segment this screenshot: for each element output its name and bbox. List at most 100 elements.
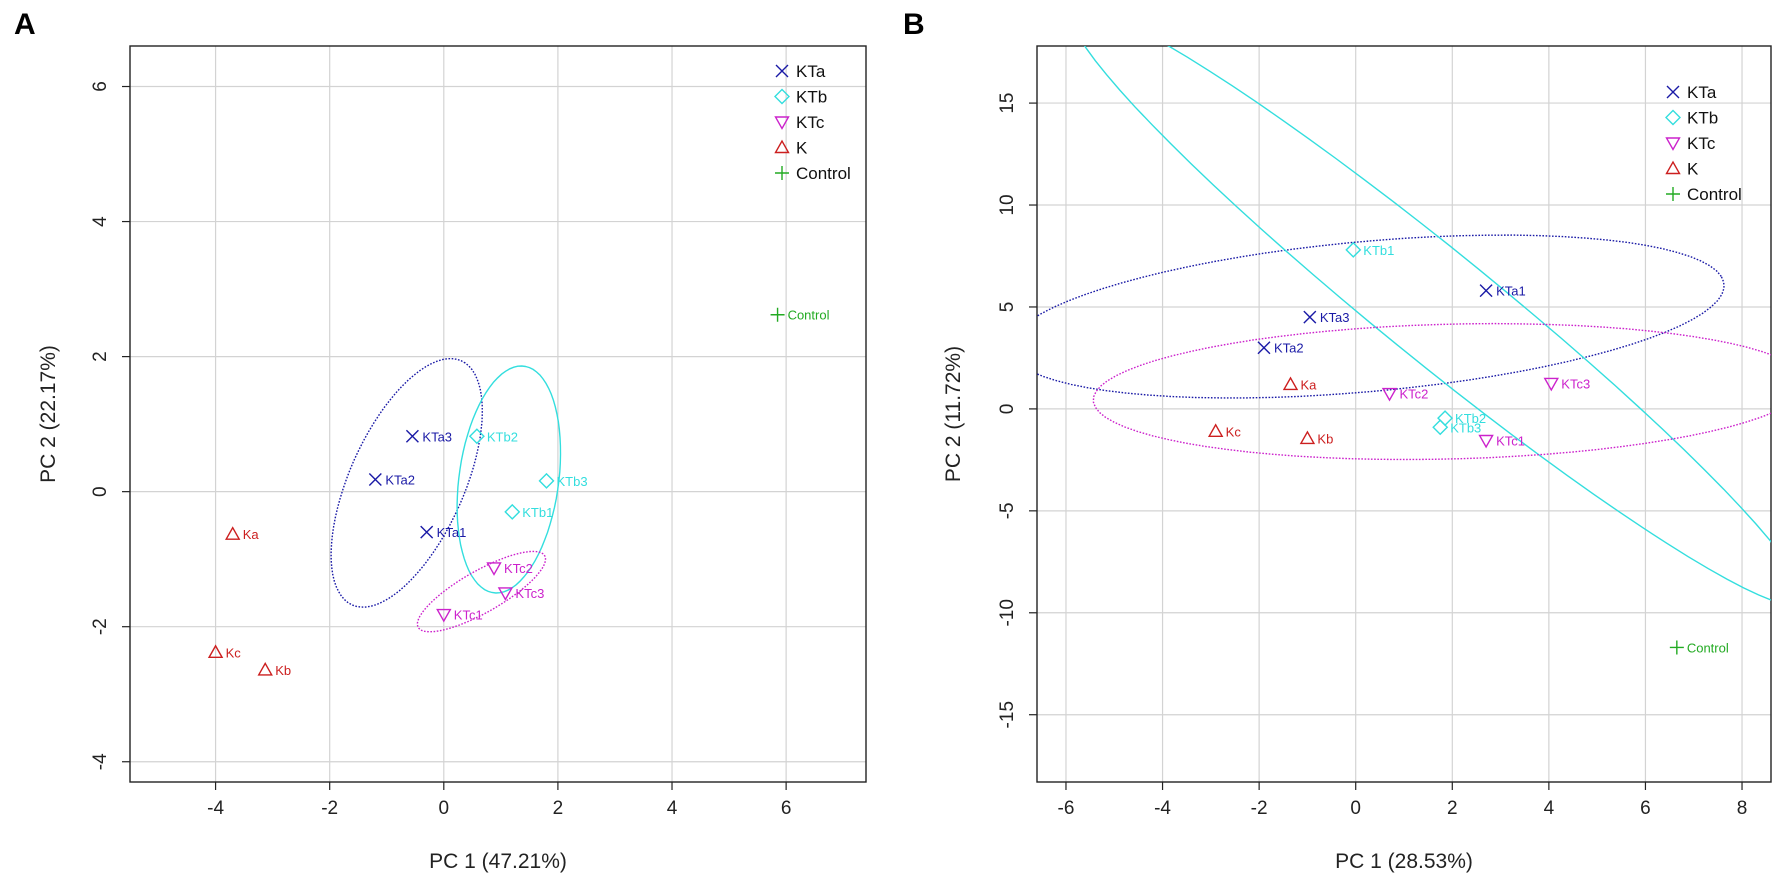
- x-tick-label: -4: [1154, 798, 1171, 819]
- point-label: KTc1: [1496, 434, 1525, 449]
- point-kta2: [368, 473, 382, 486]
- point-ktc3: [1543, 377, 1559, 392]
- legend-label-ktb: KTb: [1687, 109, 1718, 128]
- y-tick-label: 2: [90, 351, 111, 362]
- ellipse-ktc: [416, 550, 547, 633]
- y-tick-label: -4: [90, 753, 111, 770]
- legend-label-control: Control: [796, 164, 851, 183]
- point-label: KTc3: [1561, 376, 1590, 391]
- y-tick-label: 0: [90, 486, 111, 497]
- x-tick-label: 0: [1350, 798, 1361, 819]
- legend-marker-ktb: [774, 88, 790, 105]
- point-label: Kb: [275, 663, 291, 678]
- point-label: KTb3: [556, 474, 587, 489]
- point-label: KTa2: [1274, 341, 1304, 356]
- plot-area: KTa1KTa2KTa3KTb1KTb2KTb3KTc1KTc2KTc3KaKb…: [1037, 46, 1771, 655]
- point-control: [770, 307, 785, 322]
- point-kta1: [1479, 284, 1493, 298]
- ellipse-kta: [1037, 234, 1725, 399]
- legend-marker-k: [1665, 160, 1681, 175]
- point-label: KTa1: [1496, 284, 1526, 299]
- point-kb: [257, 661, 273, 676]
- y-tick-label: 5: [997, 302, 1018, 313]
- legend-marker-kta: [1666, 85, 1680, 99]
- y-tick-label: 6: [90, 81, 111, 92]
- legend-marker-ktc: [1665, 137, 1681, 151]
- legend: KTa KTb KTc K Control: [1665, 83, 1742, 204]
- point-ktb2: [468, 428, 485, 445]
- y-tick-label: 10: [997, 194, 1018, 215]
- x-tick-label: 6: [781, 798, 792, 819]
- point-label: KTc1: [454, 608, 483, 623]
- x-tick-label: -6: [1058, 798, 1075, 819]
- point-ktc1: [436, 608, 452, 623]
- plot-area: KTa1KTa2KTa3KTb1KTb2KTb3KTc1KTc2KTc3KaKb…: [207, 307, 830, 678]
- point-ktb3: [538, 472, 555, 489]
- x-tick-label: 0: [439, 798, 450, 819]
- x-tick-label: 2: [1447, 798, 1458, 819]
- ellipse-kta: [330, 358, 484, 608]
- y-tick-label: -2: [90, 618, 111, 635]
- y-tick-label: -5: [997, 502, 1018, 519]
- plot-frame: [1036, 45, 1772, 783]
- y-tick-label: 4: [90, 216, 111, 227]
- y-tick-label: 15: [997, 93, 1018, 114]
- legend-marker-k: [774, 139, 790, 154]
- point-label: Control: [788, 308, 830, 323]
- panel-label: A: [14, 8, 36, 41]
- point-ktc3: [497, 587, 514, 601]
- point-label: Ka: [243, 527, 260, 542]
- point-label: Control: [1687, 640, 1729, 655]
- legend-label-control: Control: [1687, 185, 1742, 204]
- point-kta1: [420, 525, 434, 539]
- point-label: KTb1: [1363, 243, 1394, 258]
- point-label: KTc3: [515, 586, 544, 601]
- legend-label-k: K: [1687, 160, 1699, 179]
- point-ktc2: [486, 562, 502, 576]
- panel-label: B: [903, 8, 925, 41]
- ellipse-ktb: [1083, 46, 1771, 601]
- point-label: Ka: [1301, 377, 1318, 392]
- point-label: KTb3: [1450, 420, 1481, 435]
- point-label: Kc: [1226, 424, 1242, 439]
- point-kta3: [1303, 310, 1317, 324]
- x-tick-label: 4: [667, 798, 678, 819]
- point-label: KTa3: [1320, 310, 1350, 325]
- point-ktc2: [1381, 387, 1398, 402]
- legend: KTa KTb KTc K Control: [774, 62, 851, 183]
- point-ktc1: [1478, 434, 1494, 449]
- point-label: KTb2: [487, 429, 518, 444]
- panel-A: -4 -2 0 2 4 6 -4 -2 0 2 4 6 PC 1 (47.21%) PC 2 (22.17…: [14, 8, 867, 873]
- x-tick-label: 2: [553, 798, 564, 819]
- y-axis-title: PC 2 (11.72%): [942, 346, 965, 482]
- point-kc: [1207, 423, 1224, 438]
- x-tick-label: -2: [1251, 798, 1268, 819]
- x-tick-label: 4: [1544, 798, 1555, 819]
- x-tick-label: 8: [1737, 798, 1748, 819]
- point-label: KTc2: [1400, 387, 1429, 402]
- point-ka: [224, 526, 241, 540]
- legend-label-ktc: KTc: [1687, 134, 1716, 153]
- point-label: KTc2: [504, 561, 533, 576]
- point-kta2: [1257, 341, 1271, 355]
- x-tick-label: -4: [207, 798, 224, 819]
- legend-label-ktc: KTc: [796, 113, 825, 132]
- x-axis-title: PC 1 (28.53%): [1335, 850, 1473, 873]
- point-ktb1: [1345, 241, 1362, 258]
- point-kb: [1299, 430, 1316, 445]
- legend-label-kta: KTa: [796, 62, 826, 81]
- point-ktb3: [1432, 419, 1449, 436]
- y-tick-label: -10: [997, 599, 1018, 626]
- point-label: KTa3: [422, 429, 452, 444]
- legend-marker-control: [775, 166, 789, 180]
- point-ktb1: [504, 503, 521, 520]
- point-kta3: [405, 429, 419, 443]
- legend-label-kta: KTa: [1687, 83, 1717, 102]
- ellipse-ktc: [1092, 322, 1771, 461]
- point-label: Kc: [226, 645, 242, 660]
- y-tick-label: 0: [997, 404, 1018, 415]
- legend-marker-kta: [775, 64, 789, 78]
- legend-label-ktb: KTb: [796, 88, 827, 107]
- point-label: KTb1: [522, 505, 553, 520]
